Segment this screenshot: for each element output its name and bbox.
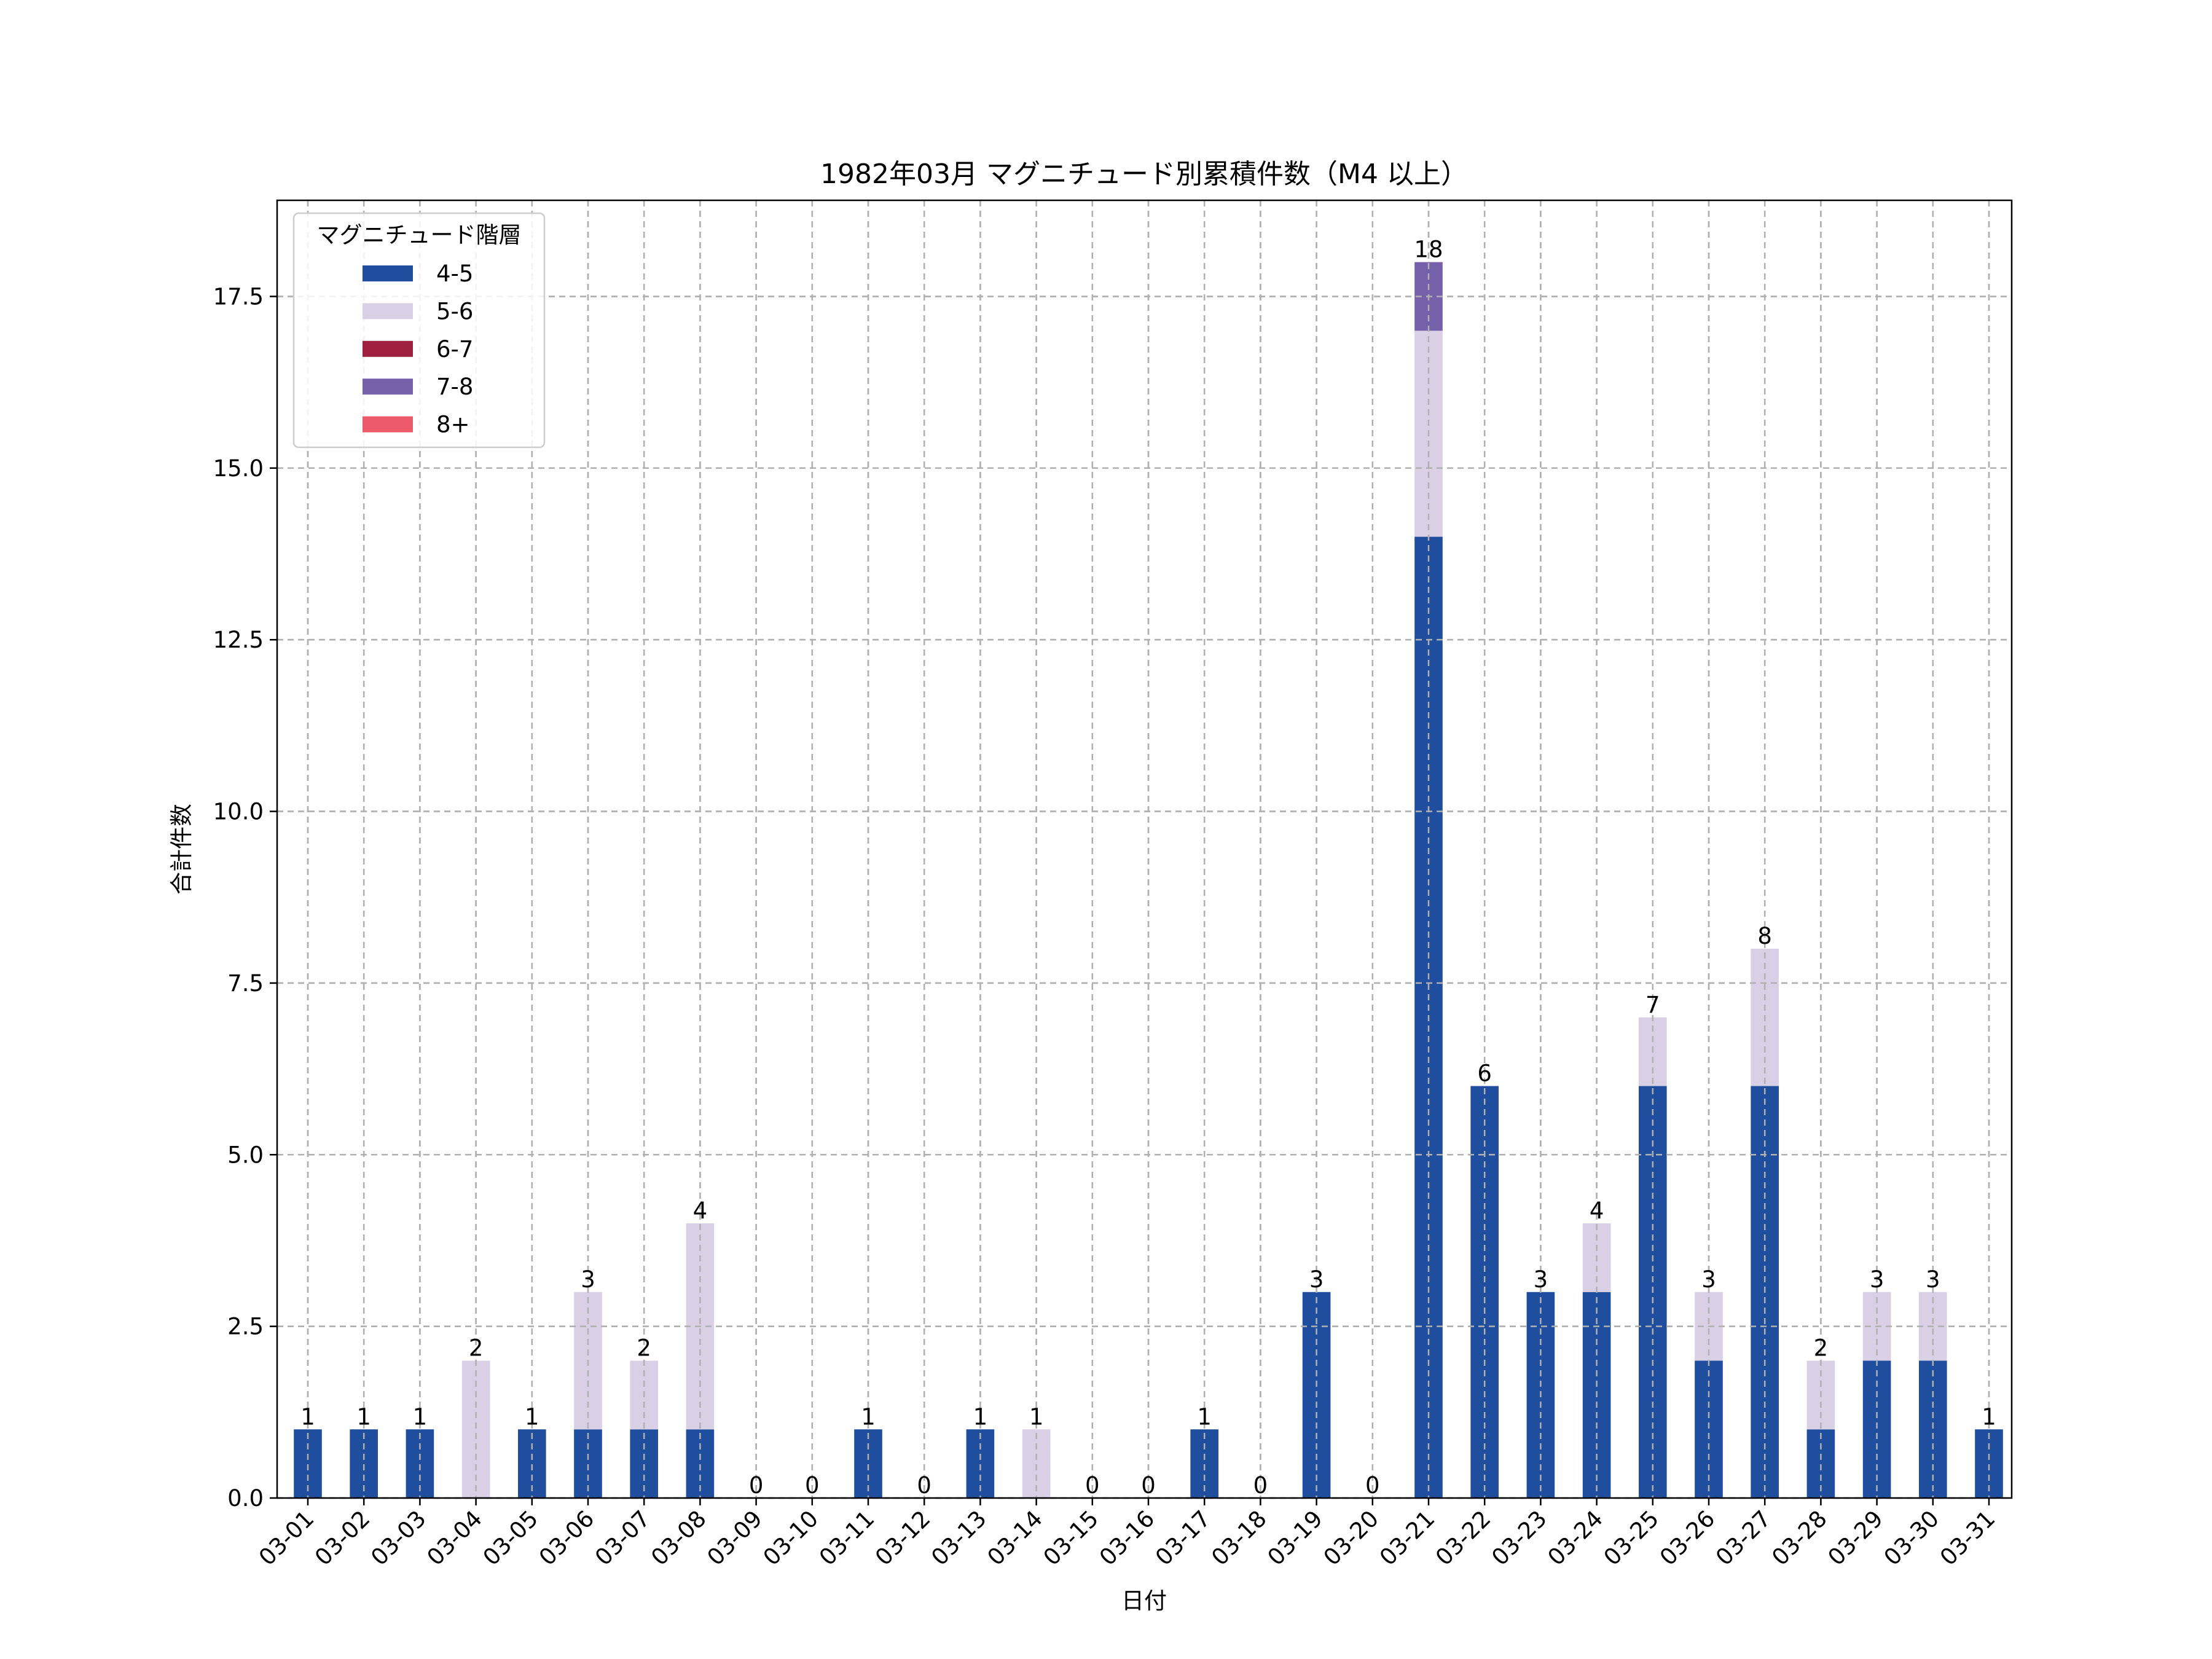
- bar-total-label: 3: [1534, 1266, 1548, 1293]
- bar-total-label: 4: [693, 1198, 708, 1224]
- x-axis: 03-0103-0203-0303-0403-0503-0603-0703-08…: [254, 1498, 2000, 1571]
- bar-total-label: 1: [973, 1403, 988, 1430]
- x-tick-label: 03-07: [590, 1505, 655, 1571]
- bar-total-label: 3: [1926, 1266, 1940, 1293]
- legend-label: 5-6: [436, 298, 473, 324]
- bar-total-label: 2: [469, 1335, 484, 1362]
- legend-swatch: [363, 265, 413, 281]
- bar-total-label: 1: [300, 1403, 315, 1430]
- x-tick-label: 03-06: [534, 1505, 599, 1571]
- bars-layer: [277, 200, 2012, 1499]
- bar-total-label: 8: [1757, 923, 1772, 949]
- x-tick-label: 03-24: [1543, 1505, 1608, 1571]
- bar-total-label: 1: [1029, 1403, 1044, 1430]
- legend-label: 8+: [436, 412, 470, 438]
- x-tick-label: 03-02: [310, 1505, 375, 1571]
- legend: マグニチュード階層 4-5 5-6 6-7 7-8 8+: [292, 212, 546, 449]
- legend-swatch: [363, 416, 413, 433]
- legend-swatch: [363, 378, 413, 395]
- x-tick-label: 03-19: [1263, 1505, 1328, 1571]
- x-tick-label: 03-30: [1879, 1505, 1944, 1571]
- legend-title: マグニチュード階層: [317, 222, 522, 248]
- x-tick-label: 03-26: [1655, 1505, 1720, 1571]
- y-tick-label: 0.0: [227, 1485, 264, 1512]
- x-tick-label: 03-14: [982, 1505, 1048, 1571]
- x-tick-label: 03-16: [1094, 1505, 1159, 1571]
- bar-total-label: 0: [749, 1472, 764, 1499]
- y-tick-label: 5.0: [227, 1142, 264, 1168]
- legend-swatch: [363, 340, 413, 357]
- chart-title: 1982年03月 マグニチュード別累積件数（M4 以上）: [820, 159, 1468, 190]
- legend-label: 7-8: [436, 374, 473, 400]
- x-tick-label: 03-12: [870, 1505, 935, 1571]
- x-tick-label: 03-22: [1430, 1505, 1496, 1571]
- legend-label: 6-7: [436, 336, 473, 363]
- bar-total-label: 3: [581, 1266, 595, 1293]
- legend-label: 4-5: [436, 261, 473, 287]
- y-tick-label: 7.5: [227, 970, 264, 997]
- x-tick-label: 03-09: [702, 1505, 767, 1571]
- bar-total-label: 3: [1701, 1266, 1716, 1293]
- bar-total-label: 1: [525, 1403, 539, 1430]
- x-tick-label: 03-11: [814, 1505, 879, 1571]
- legend-frame: [292, 212, 546, 449]
- bar-total-label: 3: [1309, 1266, 1324, 1293]
- bar-total-label: 1: [1197, 1403, 1212, 1430]
- x-tick-label: 03-05: [478, 1505, 543, 1571]
- x-tick-label: 03-28: [1767, 1505, 1832, 1571]
- bar-total-label: 0: [1141, 1472, 1156, 1499]
- bar-total-label: 1: [413, 1403, 428, 1430]
- bar-total-label: 18: [1414, 237, 1443, 263]
- y-tick-label: 15.0: [213, 455, 264, 482]
- bar-total-label: 1: [356, 1403, 371, 1430]
- x-tick-label: 03-13: [926, 1505, 991, 1571]
- bar-total-label: 3: [1870, 1266, 1885, 1293]
- legend-items: 4-5 5-6 6-7 7-8 8+: [363, 261, 473, 438]
- bar-total-label: 0: [1085, 1472, 1100, 1499]
- bar-total-label: 0: [1365, 1472, 1380, 1499]
- bar-total-label: 7: [1645, 992, 1660, 1018]
- x-tick-label: 03-23: [1486, 1505, 1551, 1571]
- bar-total-label: 6: [1477, 1061, 1492, 1087]
- legend-swatch: [363, 303, 413, 320]
- x-tick-label: 03-15: [1038, 1505, 1104, 1571]
- x-tick-label: 03-04: [422, 1505, 487, 1571]
- bar-total-label: 2: [1814, 1335, 1829, 1362]
- x-tick-label: 03-18: [1206, 1505, 1271, 1571]
- x-tick-label: 03-20: [1319, 1505, 1384, 1571]
- y-tick-label: 17.5: [213, 283, 264, 310]
- y-tick-label: 12.5: [213, 627, 264, 653]
- x-tick-label: 03-17: [1150, 1505, 1215, 1571]
- x-tick-label: 03-10: [758, 1505, 823, 1571]
- bar-total-label: 0: [917, 1472, 931, 1499]
- x-tick-label: 03-21: [1375, 1505, 1440, 1571]
- x-axis-label: 日付: [1121, 1588, 1167, 1614]
- x-tick-label: 03-25: [1599, 1505, 1664, 1571]
- y-tick-label: 2.5: [227, 1314, 264, 1340]
- bar-total-label: 4: [1590, 1198, 1604, 1224]
- bar-total-label: 1: [861, 1403, 876, 1430]
- plot-frame: [276, 199, 2013, 1499]
- y-tick-label: 10.0: [213, 799, 264, 825]
- x-tick-label: 03-01: [254, 1505, 319, 1571]
- x-tick-label: 03-08: [646, 1505, 711, 1571]
- bar-total-label: 2: [637, 1335, 651, 1362]
- bar-total-label: 0: [805, 1472, 820, 1499]
- x-tick-label: 03-31: [1935, 1505, 2000, 1571]
- x-tick-label: 03-27: [1711, 1505, 1776, 1571]
- bar-total-label: 0: [1253, 1472, 1268, 1499]
- x-tick-label: 03-03: [366, 1505, 431, 1571]
- y-axis: 0.0 2.5 5.0 7.5 10.0 12.5 15.0 17.5: [213, 283, 277, 1512]
- y-axis-label: 合計件数: [168, 804, 195, 895]
- x-tick-label: 03-29: [1823, 1505, 1888, 1571]
- bar-total-label: 1: [1982, 1403, 1996, 1430]
